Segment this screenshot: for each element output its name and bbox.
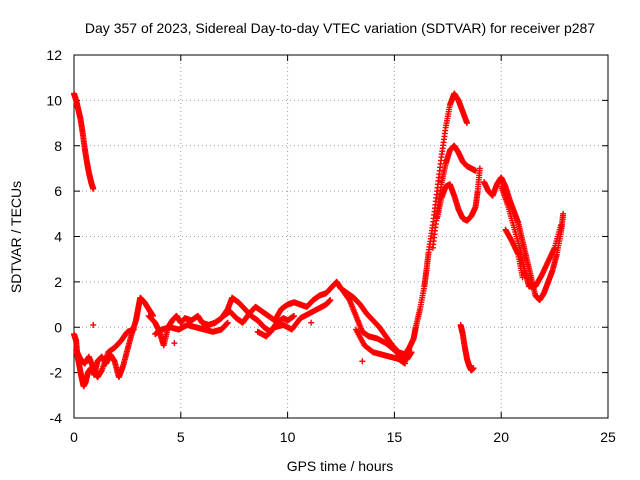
y-tick-label: 4 [54, 229, 62, 245]
data-points [71, 90, 567, 390]
y-tick-label: 12 [46, 47, 62, 63]
data-point [171, 340, 178, 347]
y-tick-label: 10 [46, 92, 62, 108]
x-tick-label: 10 [280, 429, 296, 445]
y-tick-label: -2 [50, 365, 63, 381]
data-point [476, 165, 483, 172]
x-tick-label: 20 [493, 429, 509, 445]
y-tick-label: 2 [54, 274, 62, 290]
x-tick-label: 25 [600, 429, 616, 445]
data-point [464, 120, 471, 127]
data-point [558, 222, 565, 229]
chart-title: Day 357 of 2023, Sidereal Day-to-day VTE… [85, 20, 595, 36]
x-tick-label: 0 [70, 429, 78, 445]
x-tick-label: 15 [387, 429, 403, 445]
data-point [359, 358, 366, 365]
y-tick-label: 6 [54, 183, 62, 199]
y-tick-label: 8 [54, 138, 62, 154]
data-point [291, 312, 298, 319]
x-axis-label: GPS time / hours [287, 458, 394, 474]
data-point [470, 365, 477, 372]
data-point [224, 319, 231, 326]
data-point [308, 319, 315, 326]
grid-lines [74, 55, 608, 418]
data-point [519, 274, 526, 281]
data-point [90, 185, 97, 192]
y-axis-label: SDTVAR / TECUs [8, 181, 24, 293]
data-point [408, 349, 415, 356]
data-point [560, 210, 567, 217]
data-point [327, 297, 334, 304]
x-tick-label: 5 [177, 429, 185, 445]
axis-ticks: 0 5 10 15 20 25 -4 -2 0 2 4 6 8 10 12 [46, 47, 616, 445]
data-point [130, 326, 137, 333]
y-tick-label: -4 [50, 410, 63, 426]
y-tick-label: 0 [54, 319, 62, 335]
data-point [90, 321, 97, 328]
data-point [402, 360, 409, 367]
